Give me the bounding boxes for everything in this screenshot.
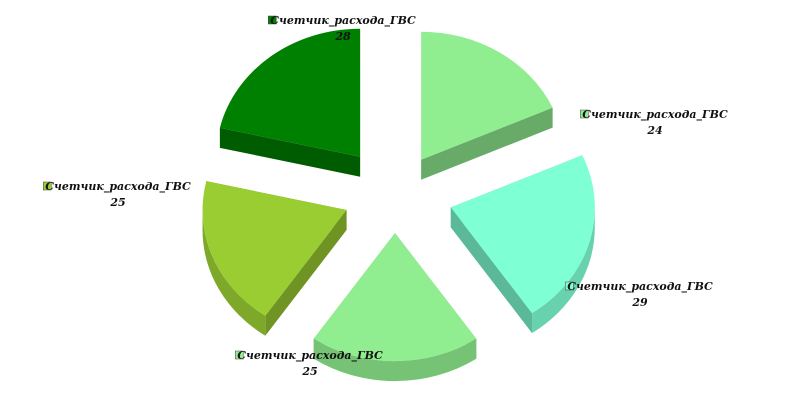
data-label-5: Счетчик_расхода_ГВС 28 xyxy=(268,14,416,43)
label-value: 29 xyxy=(631,296,648,309)
label-name: Счетчик_расхода_ГВС xyxy=(582,108,728,122)
label-swatch xyxy=(268,15,277,25)
pie-slice-4[interactable] xyxy=(202,181,347,336)
label-value: 24 xyxy=(646,124,662,137)
label-value: 28 xyxy=(334,30,351,43)
label-value: 25 xyxy=(109,196,125,209)
label-swatch xyxy=(43,181,52,191)
data-label-1: Счетчик_расхода_ГВС 24 xyxy=(580,108,728,137)
data-label-2: Счетчик_расхода_ГВС 29 xyxy=(565,280,713,309)
label-swatch xyxy=(235,350,244,360)
pie-slice-1[interactable] xyxy=(421,31,553,180)
label-name: Счетчик_расхода_ГВС xyxy=(270,14,416,28)
pie-slice-5[interactable] xyxy=(219,28,361,177)
pie-slice-3[interactable] xyxy=(313,233,477,382)
data-label-3: Счетчик_расхода_ГВС 25 xyxy=(235,349,383,378)
label-name: Счетчик_расхода_ГВС xyxy=(45,180,191,194)
pie-slices xyxy=(202,28,595,382)
pie-slice-2[interactable] xyxy=(450,155,595,334)
label-swatch xyxy=(565,281,574,291)
pie-labels: Счетчик_расхода_ГВС24Счетчик_расхода_ГВС… xyxy=(43,14,728,378)
label-name: Счетчик_расхода_ГВС xyxy=(567,280,713,294)
label-swatch xyxy=(580,109,589,119)
data-label-4: Счетчик_расхода_ГВС 25 xyxy=(43,180,191,209)
label-name: Счетчик_расхода_ГВС xyxy=(237,349,383,363)
label-value: 25 xyxy=(301,365,317,378)
